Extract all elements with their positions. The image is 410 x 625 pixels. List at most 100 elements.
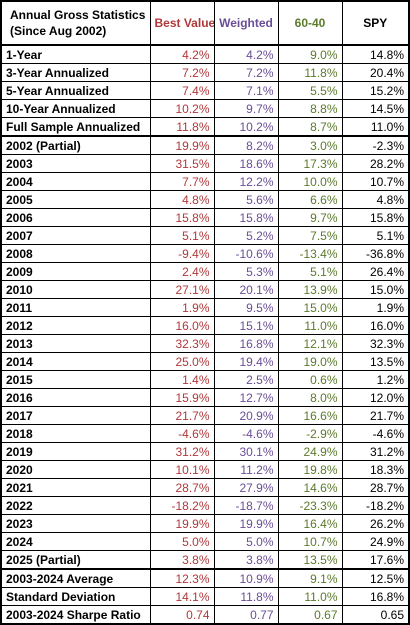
- cell-best-value: 5.1%: [149, 226, 215, 245]
- cell-spy: 24.9%: [341, 532, 410, 551]
- table-row: 2008 -9.4% -10.6% -13.4% -36.8%: [0, 244, 410, 263]
- cell-best-value: 19.9%: [149, 135, 215, 155]
- cell-best-value: -18.2%: [149, 496, 215, 515]
- cell-60-40: 11.8%: [277, 63, 343, 82]
- table-row: 3-Year Annualized 7.2% 7.2% 11.8% 20.4%: [0, 63, 410, 82]
- cell-60-40: 5.5%: [277, 81, 343, 100]
- cell-60-40: -23.3%: [277, 496, 343, 515]
- cell-best-value: 27.1%: [149, 280, 215, 299]
- cell-60-40: 9.0%: [277, 44, 343, 64]
- table-row: Full Sample Annualized 11.8% 10.2% 8.7% 11.0…: [0, 117, 410, 137]
- cell-spy: 5.1%: [341, 226, 410, 245]
- table-row: 2023 19.9% 19.9% 16.4% 26.2%: [0, 514, 410, 533]
- cell-spy: 18.3%: [341, 460, 410, 479]
- table-row: 2004 7.7% 12.2% 10.0% 10.7%: [0, 172, 410, 191]
- row-label: 2008: [0, 244, 151, 263]
- table-row: 2019 31.2% 30.1% 24.9% 31.2%: [0, 442, 410, 461]
- table-row: 2002 (Partial) 19.9% 8.2% 3.0% -2.3%: [0, 135, 410, 155]
- cell-best-value: 15.8%: [149, 208, 215, 227]
- cell-best-value: 4.2%: [149, 44, 215, 64]
- cell-best-value: 7.7%: [149, 172, 215, 191]
- table-row: Standard Deviation 14.1% 11.8% 11.0% 16.8%: [0, 587, 410, 606]
- cell-60-40: 16.4%: [277, 514, 343, 533]
- cell-60-40: 19.8%: [277, 460, 343, 479]
- row-label: 2003-2024 Average: [0, 568, 151, 588]
- row-label: 2020: [0, 460, 151, 479]
- cell-spy: 4.8%: [341, 190, 410, 209]
- cell-60-40: 13.5%: [277, 550, 343, 570]
- cell-spy: 11.0%: [341, 117, 410, 137]
- cell-weighted: 5.3%: [213, 262, 279, 281]
- cell-best-value: 14.1%: [149, 587, 215, 606]
- cell-best-value: 31.2%: [149, 442, 215, 461]
- table-row: 2016 15.9% 12.7% 8.0% 12.0%: [0, 388, 410, 407]
- cell-best-value: 5.0%: [149, 532, 215, 551]
- row-label: 2003-2024 Sharpe Ratio: [0, 605, 151, 625]
- cell-weighted: 7.2%: [213, 63, 279, 82]
- table-row: 2006 15.8% 15.8% 9.7% 15.8%: [0, 208, 410, 227]
- cell-weighted: 11.8%: [213, 587, 279, 606]
- table-body: 1-Year 4.2% 4.2% 9.0% 14.8% 3-Year Annualized…: [0, 44, 410, 625]
- table-row: 2024 5.0% 5.0% 10.7% 24.9%: [0, 532, 410, 551]
- table-row: 2017 21.7% 20.9% 16.6% 21.7%: [0, 406, 410, 425]
- table-row: 2014 25.0% 19.4% 19.0% 13.5%: [0, 352, 410, 371]
- table-row: 2003-2024 Sharpe Ratio 0.74 0.77 0.67 0.65: [0, 605, 410, 625]
- cell-60-40: 10.7%: [277, 532, 343, 551]
- cell-spy: 17.6%: [341, 550, 410, 570]
- cell-best-value: 7.2%: [149, 63, 215, 82]
- cell-best-value: 4.8%: [149, 190, 215, 209]
- cell-weighted: 27.9%: [213, 478, 279, 497]
- table-row: 5-Year Annualized 7.4% 7.1% 5.5% 15.2%: [0, 81, 410, 100]
- row-label: 2009: [0, 262, 151, 281]
- cell-spy: 16.8%: [341, 587, 410, 606]
- cell-60-40: -2.9%: [277, 424, 343, 443]
- cell-best-value: 7.4%: [149, 81, 215, 100]
- table-row: 2003-2024 Average 12.3% 10.9% 9.1% 12.5%: [0, 568, 410, 588]
- cell-best-value: 2.4%: [149, 262, 215, 281]
- cell-weighted: -4.6%: [213, 424, 279, 443]
- row-label: 2006: [0, 208, 151, 227]
- cell-best-value: 32.3%: [149, 334, 215, 353]
- cell-best-value: 0.74: [149, 605, 215, 625]
- row-label: 2015: [0, 370, 151, 389]
- row-label: 2003: [0, 154, 151, 173]
- cell-60-40: 24.9%: [277, 442, 343, 461]
- cell-60-40: 0.67: [277, 605, 343, 625]
- row-label: 2017: [0, 406, 151, 425]
- cell-spy: 31.2%: [341, 442, 410, 461]
- cell-60-40: 5.1%: [277, 262, 343, 281]
- cell-weighted: 18.6%: [213, 154, 279, 173]
- cell-best-value: 12.3%: [149, 568, 215, 588]
- cell-60-40: 3.0%: [277, 135, 343, 155]
- cell-60-40: 10.0%: [277, 172, 343, 191]
- cell-best-value: 25.0%: [149, 352, 215, 371]
- cell-weighted: 20.1%: [213, 280, 279, 299]
- row-label: 2025 (Partial): [0, 550, 151, 570]
- cell-weighted: 12.7%: [213, 388, 279, 407]
- cell-best-value: 10.2%: [149, 99, 215, 118]
- cell-60-40: 6.6%: [277, 190, 343, 209]
- cell-best-value: 31.5%: [149, 154, 215, 173]
- cell-spy: 32.3%: [341, 334, 410, 353]
- cell-weighted: 20.9%: [213, 406, 279, 425]
- column-header-weighted: Weighted: [213, 0, 279, 46]
- cell-best-value: 1.9%: [149, 298, 215, 317]
- cell-spy: 0.65: [341, 605, 410, 625]
- column-header-60-40: 60-40: [277, 0, 343, 46]
- cell-spy: 28.7%: [341, 478, 410, 497]
- column-header-spy: SPY: [341, 0, 410, 46]
- row-label: 2004: [0, 172, 151, 191]
- cell-weighted: 15.1%: [213, 316, 279, 335]
- cell-60-40: 11.0%: [277, 587, 343, 606]
- cell-spy: 21.7%: [341, 406, 410, 425]
- cell-spy: 1.2%: [341, 370, 410, 389]
- table-row: 2005 4.8% 5.6% 6.6% 4.8%: [0, 190, 410, 209]
- row-label: 3-Year Annualized: [0, 63, 151, 82]
- cell-60-40: 8.7%: [277, 117, 343, 137]
- cell-weighted: 9.5%: [213, 298, 279, 317]
- cell-60-40: 17.3%: [277, 154, 343, 173]
- row-label: 1-Year: [0, 44, 151, 64]
- cell-weighted: 8.2%: [213, 135, 279, 155]
- row-label: Full Sample Annualized: [0, 117, 151, 137]
- row-label: 2019: [0, 442, 151, 461]
